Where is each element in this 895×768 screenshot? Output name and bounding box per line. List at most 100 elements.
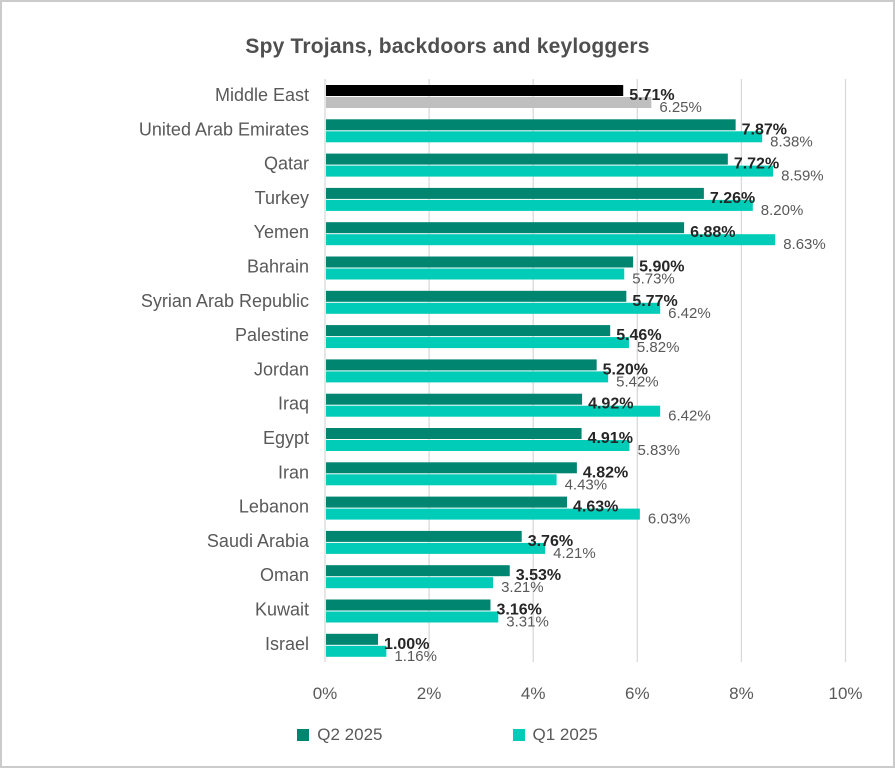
bar-q2-2025-syrian-arab-republic	[326, 290, 627, 302]
x-tick-label-2: 2%	[417, 684, 442, 703]
bar-q1-2025-middle-east	[326, 97, 652, 108]
category-label-egypt: Egypt	[263, 428, 309, 448]
value-label-q1-2025-iraq: 6.42%	[668, 408, 711, 425]
category-label-united-arab-emirates: United Arab Emirates	[139, 119, 309, 139]
value-label-q1-2025-qatar: 8.59%	[781, 168, 824, 185]
value-label-q2-2025-qatar: 7.72%	[734, 156, 779, 173]
bar-q1-2025-qatar	[326, 165, 774, 177]
bar-q1-2025-united-arab-emirates	[326, 131, 763, 143]
value-label-q2-2025-syrian-arab-republic: 5.77%	[632, 293, 677, 310]
bar-q2-2025-middle-east	[326, 85, 624, 96]
x-tick-label-10: 10%	[828, 684, 862, 703]
bar-q2-2025-kuwait	[326, 599, 491, 611]
value-label-q2-2025-saudi-arabia: 3.76%	[528, 533, 573, 550]
value-label-q1-2025-jordan: 5.42%	[616, 373, 659, 390]
value-label-q2-2025-kuwait: 3.16%	[496, 602, 541, 619]
category-label-israel: Israel	[265, 634, 309, 654]
value-label-q2-2025-bahrain: 5.90%	[639, 259, 684, 276]
category-label-iran: Iran	[278, 462, 309, 482]
category-label-yemen: Yemen	[254, 222, 309, 242]
bar-q1-2025-oman	[326, 577, 494, 589]
value-label-q2-2025-iraq: 4.92%	[588, 396, 633, 413]
value-label-q1-2025-saudi-arabia: 4.21%	[553, 545, 596, 562]
value-label-q2-2025-jordan: 5.20%	[603, 361, 648, 378]
bar-q1-2025-lebanon	[326, 508, 640, 520]
value-label-q1-2025-middle-east: 6.25%	[659, 99, 702, 116]
category-label-middle-east: Middle East	[215, 85, 309, 105]
bar-q1-2025-saudi-arabia	[326, 542, 546, 554]
category-label-kuwait: Kuwait	[255, 600, 309, 620]
bar-q2-2025-qatar	[326, 153, 728, 165]
bar-q1-2025-palestine	[326, 337, 629, 349]
value-label-q1-2025-kuwait: 3.31%	[506, 614, 549, 631]
value-label-q2-2025-oman: 3.53%	[516, 567, 561, 584]
bar-q1-2025-yemen	[326, 234, 776, 246]
value-label-q2-2025-egypt: 4.91%	[588, 430, 633, 447]
bar-q1-2025-turkey	[326, 199, 753, 211]
value-label-q1-2025-lebanon: 6.03%	[648, 511, 691, 528]
category-label-lebanon: Lebanon	[239, 497, 309, 517]
bar-q1-2025-egypt	[326, 440, 630, 451]
bar-q1-2025-jordan	[326, 371, 609, 383]
legend-swatch-q2-2025	[297, 729, 310, 741]
bar-q2-2025-oman	[326, 565, 510, 577]
legend-item-q2-2025: Q2 2025	[297, 725, 383, 745]
category-label-bahrain: Bahrain	[247, 257, 309, 277]
x-tick-label-8: 8%	[729, 684, 754, 703]
bar-q2-2025-jordan	[326, 359, 597, 371]
value-label-q2-2025-palestine: 5.46%	[616, 327, 661, 344]
value-label-q1-2025-iran: 4.43%	[565, 476, 608, 493]
category-label-syrian-arab-republic: Syrian Arab Republic	[141, 291, 309, 311]
value-label-q1-2025-palestine: 5.82%	[637, 339, 680, 356]
bar-q2-2025-united-arab-emirates	[326, 119, 736, 131]
chart-title: Spy Trojans, backdoors and keyloggers	[245, 35, 650, 58]
x-tick-label-4: 4%	[521, 684, 546, 703]
legend-label-q1-2025: Q1 2025	[532, 725, 598, 744]
bar-q2-2025-turkey	[326, 187, 704, 199]
category-label-palestine: Palestine	[235, 325, 309, 345]
value-label-q2-2025-iran: 4.82%	[583, 464, 628, 481]
category-label-saudi-arabia: Saudi Arabia	[207, 531, 310, 551]
category-label-turkey: Turkey	[255, 188, 309, 208]
bar-q1-2025-israel	[326, 645, 387, 657]
x-tick-label-0: 0%	[313, 684, 338, 703]
value-label-q1-2025-united-arab-emirates: 8.38%	[770, 133, 813, 150]
value-label-q1-2025-egypt: 5.83%	[637, 442, 680, 459]
chart-legend: Q2 2025 Q1 2025	[2, 725, 893, 745]
category-label-oman: Oman	[260, 565, 309, 585]
bar-q2-2025-yemen	[326, 222, 685, 234]
value-label-q2-2025-yemen: 6.88%	[690, 224, 735, 241]
category-label-jordan: Jordan	[254, 359, 309, 379]
value-label-q1-2025-bahrain: 5.73%	[632, 271, 675, 288]
bar-q2-2025-israel	[326, 633, 379, 645]
value-label-q2-2025-middle-east: 5.71%	[629, 87, 674, 104]
value-label-q1-2025-yemen: 8.63%	[783, 236, 826, 253]
legend-item-q1-2025: Q1 2025	[512, 725, 598, 745]
bar-q2-2025-saudi-arabia	[326, 530, 522, 542]
legend-swatch-q1-2025	[512, 729, 525, 741]
value-label-q2-2025-turkey: 7.26%	[710, 190, 755, 207]
value-label-q1-2025-oman: 3.21%	[501, 579, 544, 596]
legend-label-q2-2025: Q2 2025	[317, 725, 383, 744]
bar-q2-2025-lebanon	[326, 496, 567, 508]
bar-q2-2025-iran	[326, 462, 577, 474]
bar-q2-2025-iraq	[326, 393, 583, 405]
bar-q1-2025-iraq	[326, 405, 661, 417]
category-label-iraq: Iraq	[278, 394, 309, 414]
bar-q1-2025-iran	[326, 474, 557, 486]
category-label-qatar: Qatar	[264, 154, 309, 174]
value-label-q1-2025-israel: 1.16%	[394, 648, 437, 665]
value-label-q1-2025-syrian-arab-republic: 6.42%	[668, 305, 711, 322]
value-label-q2-2025-lebanon: 4.63%	[573, 499, 618, 516]
x-tick-label-6: 6%	[625, 684, 650, 703]
bar-q1-2025-kuwait	[326, 611, 499, 623]
bar-q2-2025-egypt	[326, 428, 582, 439]
bar-q1-2025-bahrain	[326, 268, 625, 280]
bar-q1-2025-syrian-arab-republic	[326, 302, 661, 314]
bar-q2-2025-palestine	[326, 325, 611, 337]
value-label-q2-2025-israel: 1.00%	[384, 636, 429, 653]
value-label-q2-2025-united-arab-emirates: 7.87%	[742, 121, 787, 138]
value-label-q1-2025-turkey: 8.20%	[761, 202, 804, 219]
